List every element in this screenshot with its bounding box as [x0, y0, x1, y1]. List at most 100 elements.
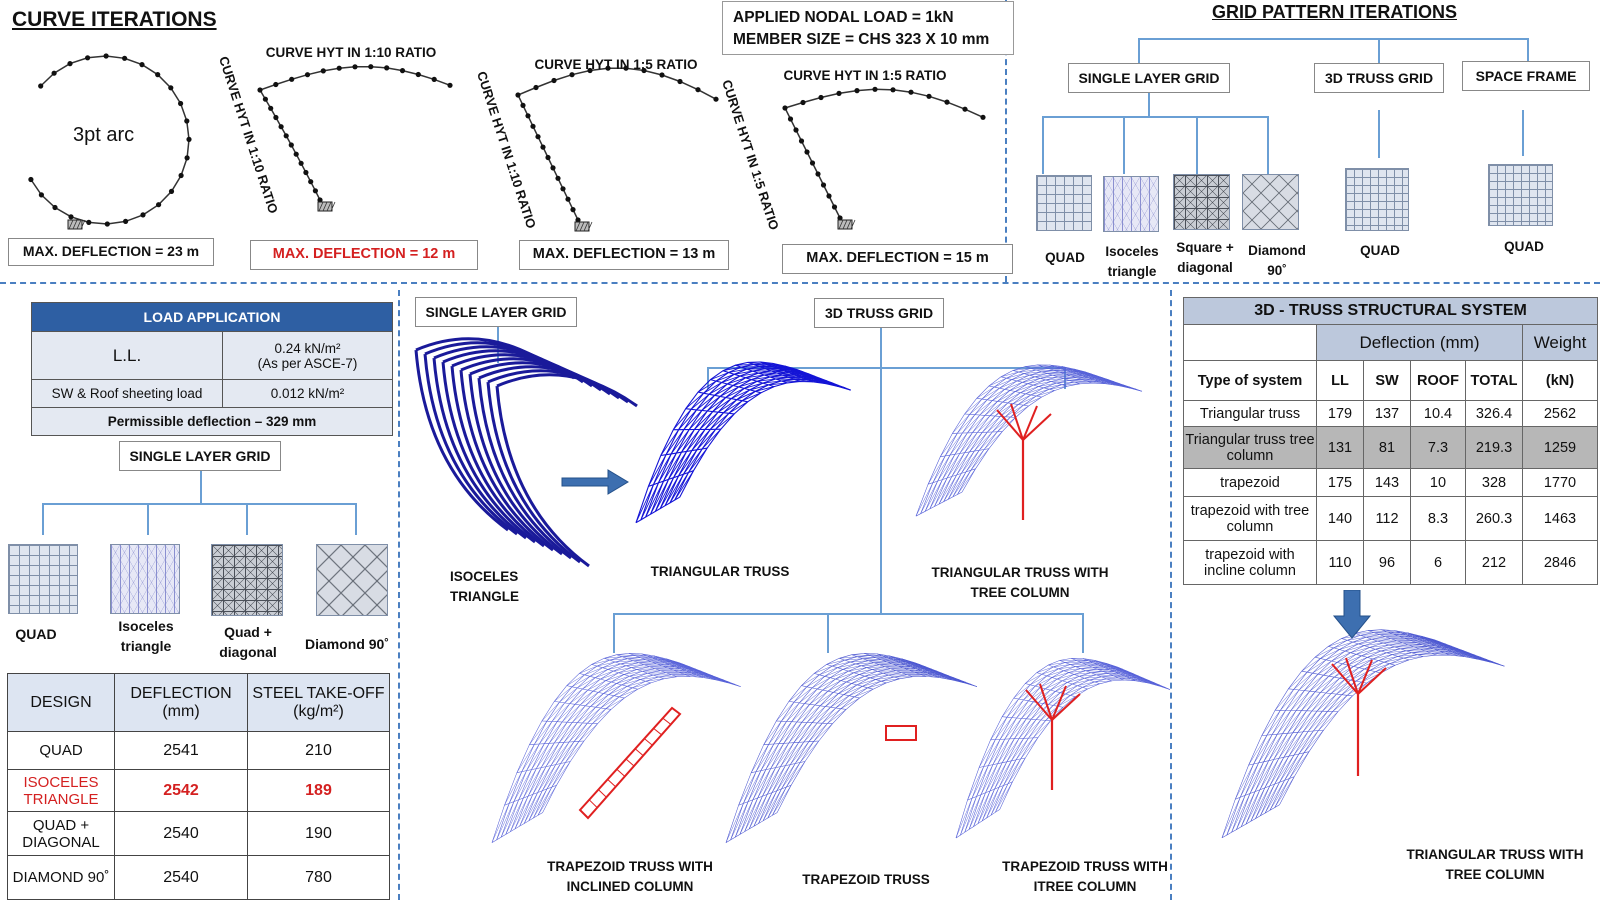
mesh-diagonal [665, 429, 685, 455]
mesh-diagonal [1467, 653, 1488, 660]
mesh-diagonal [997, 417, 1016, 432]
mesh-line [533, 671, 730, 819]
mesh-diagonal [674, 470, 694, 501]
mesh-diagonal [725, 388, 745, 398]
mesh-diagonal [1036, 666, 1054, 673]
mesh-diagonal [647, 672, 667, 674]
mesh-diagonal [638, 662, 657, 665]
caption-trap-inclined: TRAPEZOID TRUSS WITH INCLINED COLUMN [547, 859, 713, 894]
mesh-diagonal [964, 398, 983, 415]
mesh-diagonal [1073, 368, 1092, 375]
mesh-diagonal [544, 721, 563, 744]
grid-label-diamond: Diamond 90˚ [1248, 243, 1306, 278]
curve-node [304, 72, 311, 78]
mesh-diagonal [510, 796, 529, 832]
mesh-diagonal [1084, 372, 1103, 379]
truss-cell: 328 [1465, 468, 1523, 497]
mesh-line [995, 677, 1166, 813]
mesh-diagonal [645, 678, 665, 682]
mesh-diagonal [1096, 376, 1115, 382]
mesh-diagonal [1306, 659, 1327, 673]
mesh-line [514, 663, 708, 830]
curve-node [186, 136, 192, 142]
mesh-diagonal [645, 481, 664, 518]
mesh-diagonal [1001, 698, 1019, 717]
mesh-diagonal [842, 665, 862, 670]
curve-node [168, 188, 175, 194]
mesh-line [616, 654, 678, 677]
mesh-diagonal [935, 671, 955, 679]
mesh-diagonal [780, 742, 799, 767]
mesh-line [685, 408, 735, 415]
mesh-diagonal [1130, 678, 1148, 684]
mesh-diagonal [1249, 760, 1269, 794]
mesh-diagonal [568, 723, 588, 743]
mesh-diagonal [1317, 662, 1338, 675]
mesh-diagonal [762, 380, 782, 384]
mesh-diagonal [1092, 666, 1110, 670]
curve-node [798, 138, 805, 144]
mesh-diagonal [913, 663, 932, 670]
mesh-line [748, 663, 944, 830]
structure-result-tree [1221, 629, 1505, 839]
mesh-diagonal [518, 768, 537, 800]
mesh-diagonal [1278, 732, 1299, 759]
support-hatch [326, 201, 332, 212]
mesh-diagonal [784, 367, 803, 374]
mesh-diagonal [555, 741, 575, 765]
mesh-diagonal [813, 378, 833, 385]
curve2-top-label: CURVE HYT IN 1:10 RATIO [265, 45, 437, 60]
curve-node [520, 102, 526, 108]
mesh-line [1274, 652, 1499, 808]
mesh-diagonal [595, 670, 614, 678]
mesh-diagonal [954, 432, 973, 455]
mesh-diagonal [785, 741, 804, 766]
mesh-diagonal [803, 723, 823, 743]
mesh-diagonal [559, 722, 578, 743]
mesh-diagonal [1052, 695, 1071, 706]
curve-node [550, 165, 556, 171]
truss-row: Triangular truss 179 137 10.4 326.4 2562 [1183, 400, 1598, 427]
mesh-diagonal [622, 656, 641, 658]
mesh-diagonal [1367, 652, 1387, 658]
curve-node [570, 207, 576, 213]
divider-middle [0, 282, 1600, 284]
mesh-diagonal [688, 410, 708, 430]
mesh-diagonal [739, 797, 758, 835]
curve-node [713, 96, 719, 102]
mesh-diagonal [1369, 663, 1390, 671]
mesh-diagonal [635, 484, 654, 523]
mesh-line [758, 667, 955, 824]
mesh-diagonal [1458, 654, 1478, 660]
mesh-diagonal [983, 431, 1003, 450]
mesh-diagonal [1341, 681, 1362, 695]
design-cell: QUAD + DIAGONAL [7, 811, 115, 856]
caption-trap-tree: TRAPEZOID TRUSS WITH ITREE COLUMN [1002, 859, 1168, 894]
mesh-diagonal [1325, 679, 1346, 694]
mesh-diagonal [1076, 660, 1094, 664]
mesh-line [697, 391, 748, 403]
mesh-diagonal [943, 473, 962, 502]
truss-col-ll: LL [1316, 360, 1364, 401]
mesh-diagonal [1018, 395, 1037, 405]
mesh-diagonal [814, 692, 834, 706]
mesh-diagonal [1064, 373, 1083, 377]
mesh-diagonal [1006, 373, 1025, 379]
mesh-diagonal [712, 398, 732, 412]
mesh-diagonal [1269, 778, 1290, 811]
caption-triangular: TRIANGULAR TRUSS [650, 564, 790, 579]
mesh-diagonal [1406, 634, 1426, 640]
mesh-diagonal [1006, 699, 1024, 718]
curve-node [431, 76, 437, 82]
mesh-diagonal [1070, 375, 1089, 379]
column-lacing [579, 809, 589, 819]
category-single-layer: SINGLE LAYER GRID [1068, 63, 1230, 93]
mesh-diagonal [783, 370, 803, 376]
mesh-diagonal [1076, 377, 1095, 381]
mesh-diagonal [513, 769, 532, 802]
mesh-diagonal [986, 389, 1005, 401]
mesh-diagonal [1000, 404, 1019, 417]
mesh-diagonal [1301, 692, 1321, 711]
mesh-diagonal [1452, 652, 1472, 658]
mesh-diagonal [1226, 795, 1246, 836]
